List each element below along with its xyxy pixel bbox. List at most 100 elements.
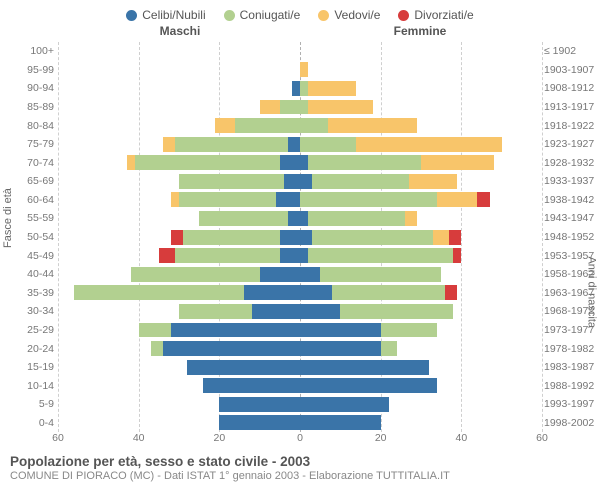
pyramid-row: 35-391963-1967 xyxy=(58,284,542,303)
legend-swatch xyxy=(224,10,235,21)
age-label: 55-59 xyxy=(6,212,54,224)
pyramid-row: 40-441958-1962 xyxy=(58,265,542,284)
male-half xyxy=(58,360,300,375)
bar-segment xyxy=(139,323,171,338)
bar-segment xyxy=(260,267,300,282)
male-bar xyxy=(58,285,300,300)
age-label: 0-4 xyxy=(6,417,54,429)
female-half xyxy=(300,378,542,393)
female-bar xyxy=(300,81,542,96)
pyramid-row: 15-191983-1987 xyxy=(58,358,542,377)
pyramid-row: 85-891913-1917 xyxy=(58,98,542,117)
bar-segment xyxy=(235,118,300,133)
x-tick: 0 xyxy=(297,432,303,444)
x-axis: 6040200204060 xyxy=(58,432,542,448)
bar-segment xyxy=(300,323,381,338)
legend-item: Divorziati/e xyxy=(398,8,473,22)
female-bar xyxy=(300,62,542,77)
bar-segment xyxy=(300,378,437,393)
bar-segment xyxy=(300,62,308,77)
female-half xyxy=(300,304,542,319)
male-bar xyxy=(58,44,300,59)
age-label: 75-79 xyxy=(6,138,54,150)
chart-title: Popolazione per età, sesso e stato civil… xyxy=(10,454,590,469)
bar-segment xyxy=(300,211,308,226)
bar-segment xyxy=(131,267,260,282)
x-tick: 40 xyxy=(133,432,145,444)
year-label: 1933-1937 xyxy=(544,175,600,187)
male-half xyxy=(58,118,300,133)
age-label: 10-14 xyxy=(6,380,54,392)
legend-item: Vedovi/e xyxy=(318,8,380,22)
age-label: 95-99 xyxy=(6,64,54,76)
year-label: 1993-1997 xyxy=(544,398,600,410)
header-female: Femmine xyxy=(300,24,540,38)
bar-segment xyxy=(312,174,409,189)
age-label: 60-64 xyxy=(6,194,54,206)
female-half xyxy=(300,155,542,170)
female-bar xyxy=(300,323,542,338)
bar-segment xyxy=(135,155,280,170)
male-bar xyxy=(58,174,300,189)
female-bar xyxy=(300,155,542,170)
year-label: 1943-1947 xyxy=(544,212,600,224)
age-label: 45-49 xyxy=(6,250,54,262)
age-label: 40-44 xyxy=(6,268,54,280)
bar-segment xyxy=(308,100,373,115)
bar-segment xyxy=(300,192,437,207)
age-label: 85-89 xyxy=(6,101,54,113)
pyramid-row: 65-691933-1937 xyxy=(58,172,542,191)
male-bar xyxy=(58,100,300,115)
year-label: 1958-1962 xyxy=(544,268,600,280)
bar-segment xyxy=(183,230,280,245)
x-tick: 20 xyxy=(375,432,387,444)
bar-segment xyxy=(179,174,284,189)
female-half xyxy=(300,100,542,115)
legend-item: Celibi/Nubili xyxy=(126,8,205,22)
female-half xyxy=(300,174,542,189)
male-half xyxy=(58,415,300,430)
legend-label: Celibi/Nubili xyxy=(142,8,205,22)
bar-segment xyxy=(127,155,135,170)
female-bar xyxy=(300,174,542,189)
pyramid-row: 70-741928-1932 xyxy=(58,153,542,172)
male-bar xyxy=(58,323,300,338)
female-bar xyxy=(300,44,542,59)
bar-segment xyxy=(260,100,280,115)
male-bar xyxy=(58,360,300,375)
bar-segment xyxy=(74,285,243,300)
bar-segment xyxy=(477,192,489,207)
year-label: 1978-1982 xyxy=(544,343,600,355)
female-bar xyxy=(300,397,542,412)
bar-segment xyxy=(300,415,381,430)
pyramid-row: 20-241978-1982 xyxy=(58,339,542,358)
bar-segment xyxy=(280,230,300,245)
bar-segment xyxy=(300,360,429,375)
bar-segment xyxy=(332,285,445,300)
year-label: 1988-1992 xyxy=(544,380,600,392)
female-bar xyxy=(300,285,542,300)
female-bar xyxy=(300,267,542,282)
bar-segment xyxy=(300,248,308,263)
female-bar xyxy=(300,230,542,245)
pyramid-row: 25-291973-1977 xyxy=(58,321,542,340)
bar-segment xyxy=(292,81,300,96)
female-half xyxy=(300,360,542,375)
bar-segment xyxy=(381,323,437,338)
female-half xyxy=(300,62,542,77)
bar-segment xyxy=(219,397,300,412)
bar-segment xyxy=(300,174,312,189)
female-half xyxy=(300,415,542,430)
female-bar xyxy=(300,415,542,430)
male-half xyxy=(58,304,300,319)
bar-segment xyxy=(445,285,457,300)
year-label: 1908-1912 xyxy=(544,82,600,94)
pyramid-row: 50-541948-1952 xyxy=(58,228,542,247)
bar-segment xyxy=(280,155,300,170)
female-bar xyxy=(300,304,542,319)
female-half xyxy=(300,397,542,412)
bar-segment xyxy=(308,155,421,170)
bar-segment xyxy=(171,192,179,207)
male-half xyxy=(58,285,300,300)
bar-segment xyxy=(280,100,300,115)
